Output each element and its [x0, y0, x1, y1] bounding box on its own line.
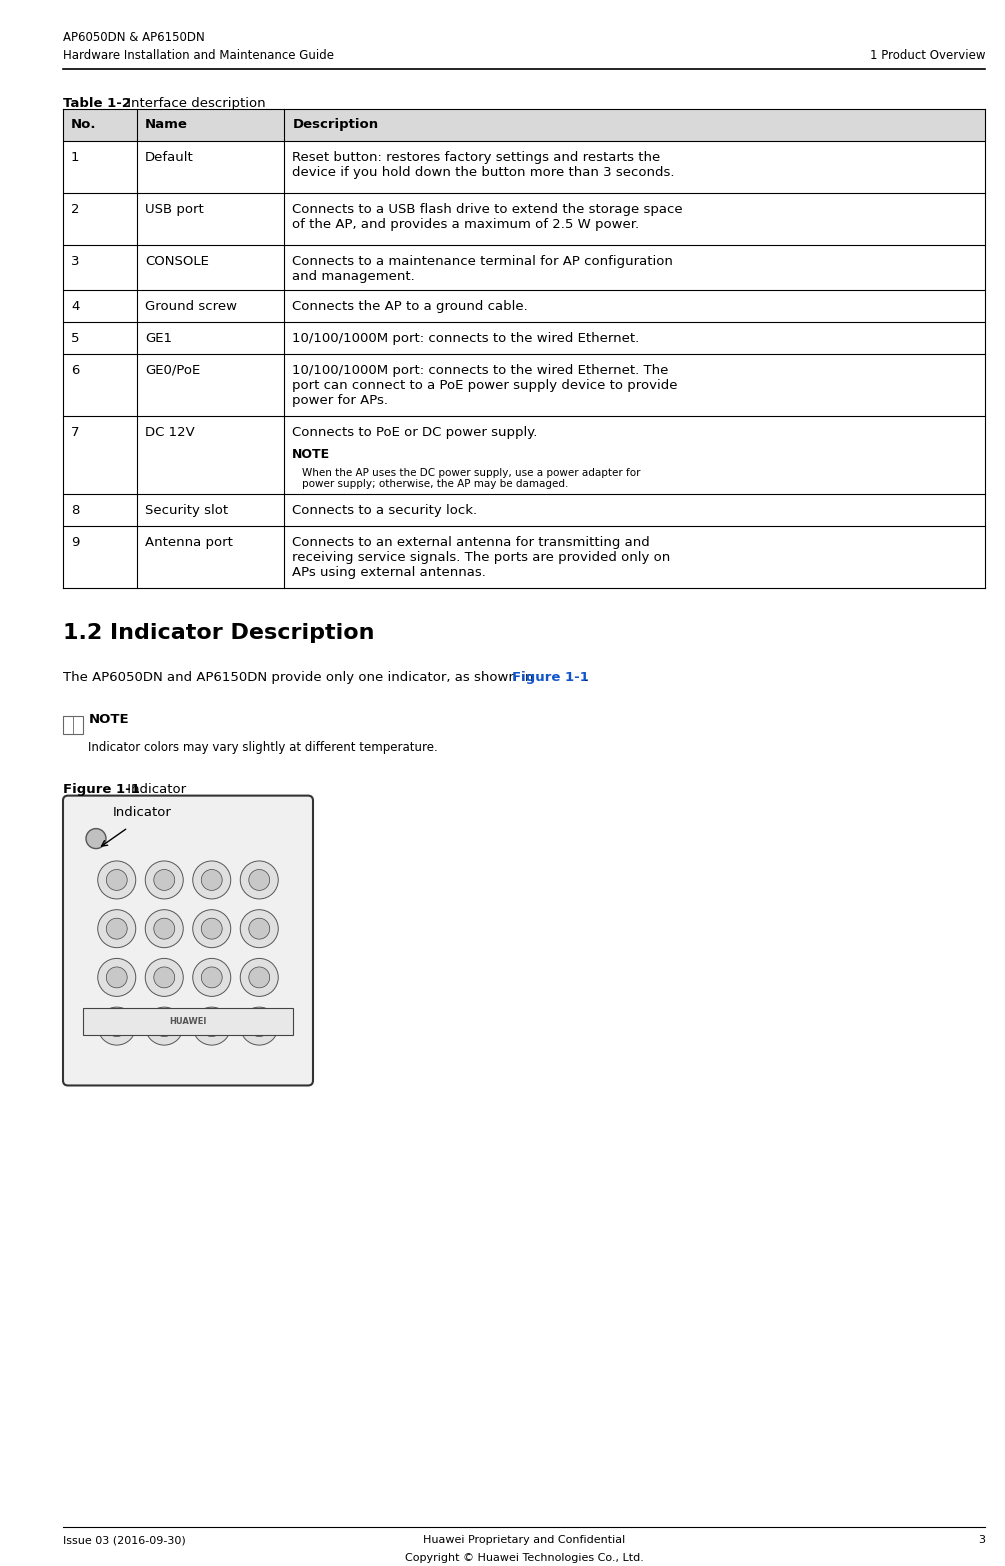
Text: 9: 9: [71, 536, 79, 548]
Circle shape: [201, 869, 222, 891]
Text: When the AP uses the DC power supply, use a power adapter for
power supply; othe: When the AP uses the DC power supply, us…: [303, 468, 641, 489]
Text: GE0/PoE: GE0/PoE: [145, 363, 200, 377]
Text: Connects the AP to a ground cable.: Connects the AP to a ground cable.: [292, 299, 528, 313]
Text: Connects to PoE or DC power supply.: Connects to PoE or DC power supply.: [292, 426, 538, 438]
Circle shape: [201, 966, 222, 988]
Text: 2: 2: [71, 204, 79, 216]
Bar: [63, 354, 985, 417]
Bar: [63, 323, 985, 354]
Text: 1: 1: [71, 150, 79, 164]
Circle shape: [193, 958, 231, 996]
FancyBboxPatch shape: [63, 796, 313, 1085]
Circle shape: [107, 918, 128, 940]
Circle shape: [201, 1016, 222, 1037]
Text: Ground screw: Ground screw: [145, 299, 237, 313]
Text: 4: 4: [71, 299, 79, 313]
Text: USB port: USB port: [145, 204, 203, 216]
Bar: [63, 716, 83, 733]
Circle shape: [107, 1016, 128, 1037]
Circle shape: [97, 958, 136, 996]
Text: Interface description: Interface description: [123, 97, 265, 110]
Text: Antenna port: Antenna port: [145, 536, 232, 548]
Text: Issue 03 (2016-09-30): Issue 03 (2016-09-30): [63, 1535, 186, 1546]
Text: Huawei Proprietary and Confidential: Huawei Proprietary and Confidential: [423, 1535, 625, 1546]
Text: 7: 7: [71, 426, 79, 438]
Text: The AP6050DN and AP6150DN provide only one indicator, as shown in: The AP6050DN and AP6150DN provide only o…: [63, 670, 538, 684]
Circle shape: [249, 1016, 269, 1037]
Circle shape: [240, 958, 278, 996]
Text: 1.2 Indicator Description: 1.2 Indicator Description: [63, 623, 375, 642]
Bar: [63, 244, 985, 290]
Bar: [63, 493, 985, 526]
Circle shape: [240, 910, 278, 947]
Circle shape: [146, 861, 183, 899]
Text: 5: 5: [71, 332, 79, 345]
Bar: [63, 290, 985, 323]
Bar: [63, 417, 985, 493]
Circle shape: [107, 869, 128, 891]
Text: CONSOLE: CONSOLE: [145, 255, 209, 268]
Text: Indicator: Indicator: [113, 805, 172, 819]
Text: 6: 6: [71, 363, 79, 377]
Circle shape: [146, 910, 183, 947]
Text: NOTE: NOTE: [89, 713, 130, 725]
Text: DC 12V: DC 12V: [145, 426, 195, 438]
Text: NOTE: NOTE: [292, 448, 331, 460]
Circle shape: [146, 1007, 183, 1045]
Text: 1 Product Overview: 1 Product Overview: [869, 49, 985, 63]
Text: Reset button: restores factory settings and restarts the
device if you hold down: Reset button: restores factory settings …: [292, 150, 674, 179]
Circle shape: [201, 918, 222, 940]
Text: Copyright © Huawei Technologies Co., Ltd.: Copyright © Huawei Technologies Co., Ltd…: [405, 1553, 643, 1563]
Circle shape: [146, 958, 183, 996]
Bar: [83, 1007, 293, 1035]
Circle shape: [249, 918, 269, 940]
Circle shape: [193, 1007, 231, 1045]
Circle shape: [193, 910, 231, 947]
Text: Table 1-2: Table 1-2: [63, 97, 131, 110]
Text: Connects to a security lock.: Connects to a security lock.: [292, 504, 477, 517]
Circle shape: [154, 1016, 175, 1037]
Circle shape: [97, 861, 136, 899]
Text: 10/100/1000M port: connects to the wired Ethernet.: 10/100/1000M port: connects to the wired…: [292, 332, 639, 345]
Circle shape: [97, 1007, 136, 1045]
Text: 8: 8: [71, 504, 79, 517]
FancyBboxPatch shape: [63, 110, 985, 141]
Text: Connects to an external antenna for transmitting and
receiving service signals. : Connects to an external antenna for tran…: [292, 536, 670, 579]
Text: Default: Default: [145, 150, 194, 164]
Circle shape: [249, 966, 269, 988]
Circle shape: [107, 966, 128, 988]
Circle shape: [154, 918, 175, 940]
Text: Security slot: Security slot: [145, 504, 228, 517]
Text: Connects to a maintenance terminal for AP configuration
and management.: Connects to a maintenance terminal for A…: [292, 255, 673, 283]
Text: Connects to a USB flash drive to extend the storage space
of the AP, and provide: Connects to a USB flash drive to extend …: [292, 204, 683, 230]
Circle shape: [193, 861, 231, 899]
Text: Figure 1-1: Figure 1-1: [63, 783, 140, 796]
Circle shape: [249, 869, 269, 891]
Text: Indicator: Indicator: [123, 783, 186, 796]
Text: Hardware Installation and Maintenance Guide: Hardware Installation and Maintenance Gu…: [63, 49, 334, 63]
Circle shape: [154, 869, 175, 891]
Text: 10/100/1000M port: connects to the wired Ethernet. The
port can connect to a PoE: 10/100/1000M port: connects to the wired…: [292, 363, 677, 407]
Text: HUAWEI: HUAWEI: [169, 1016, 207, 1026]
Text: Description: Description: [292, 119, 379, 132]
Text: Indicator colors may vary slightly at different temperature.: Indicator colors may vary slightly at di…: [88, 741, 438, 753]
Text: GE1: GE1: [145, 332, 172, 345]
Text: Name: Name: [145, 119, 188, 132]
Circle shape: [154, 966, 175, 988]
Text: No.: No.: [71, 119, 96, 132]
Circle shape: [86, 828, 106, 849]
Bar: [63, 141, 985, 193]
Text: .: .: [584, 670, 588, 684]
Bar: [63, 526, 985, 587]
Bar: [63, 193, 985, 244]
Text: Figure 1-1: Figure 1-1: [512, 670, 589, 684]
Circle shape: [97, 910, 136, 947]
Circle shape: [240, 861, 278, 899]
Text: 3: 3: [978, 1535, 985, 1546]
Text: AP6050DN & AP6150DN: AP6050DN & AP6150DN: [63, 31, 205, 44]
Text: 3: 3: [71, 255, 79, 268]
Circle shape: [240, 1007, 278, 1045]
